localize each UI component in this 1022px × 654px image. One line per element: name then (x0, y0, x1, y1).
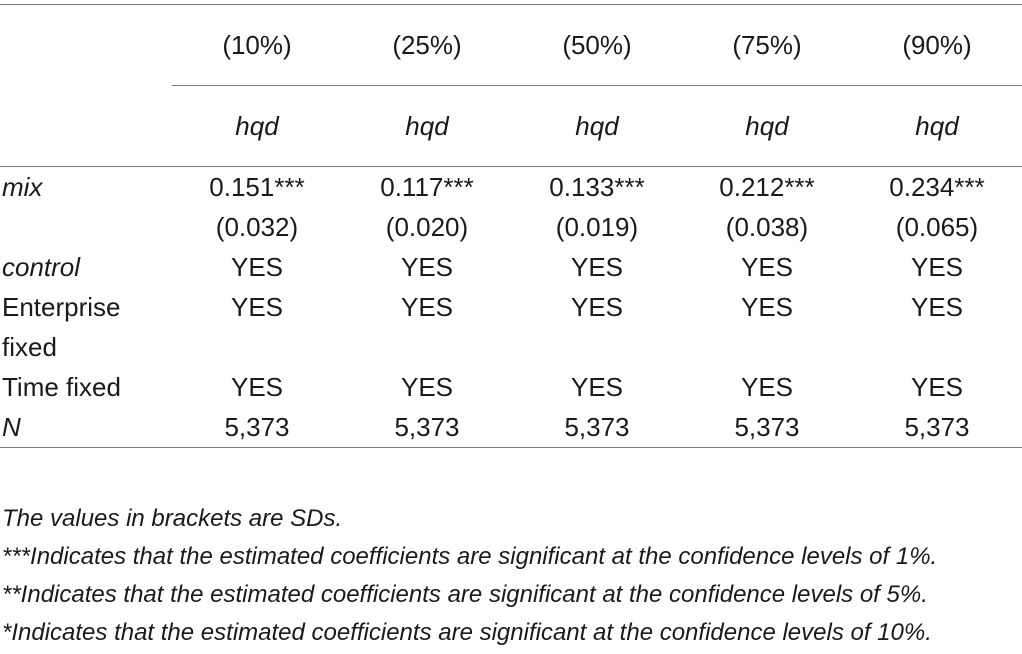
value-cell: YES (910, 252, 964, 282)
se-cell: (0.019) (555, 212, 639, 242)
table-row-enterprise-fixed: Enterprise fixed YES YES YES YES YES (0, 287, 1022, 367)
value-cell: 5,373 (564, 412, 630, 442)
regression-table: (10%) (25%) (50%) (75%) (90%) hqd hqd hq… (0, 4, 1022, 448)
dependent-variable-header: hqd (852, 85, 1022, 167)
row-label-control: control (2, 252, 81, 282)
value-cell: YES (910, 372, 964, 402)
header-row-quantiles: (10%) (25%) (50%) (75%) (90%) (0, 4, 1022, 86)
header-row-dependent-variable: hqd hqd hqd hqd hqd (0, 85, 1022, 167)
column-header: (25%) (392, 29, 462, 60)
value-cell: YES (570, 372, 624, 402)
row-label-time-fixed: Time fixed (2, 372, 121, 402)
table-row-mix-se: (0.032) (0.020) (0.019) (0.038) (0.065) (0, 207, 1022, 247)
dependent-variable-header: hqd (682, 85, 852, 167)
dependent-variable-header: hqd (172, 85, 342, 167)
se-cell: (0.032) (215, 212, 299, 242)
row-label-enterprise-fixed: Enterprise fixed (0, 287, 172, 367)
table-row-n: N 5,373 5,373 5,373 5,373 5,373 (0, 407, 1022, 448)
value-cell: YES (570, 292, 624, 322)
value-cell: YES (230, 372, 284, 402)
table-row-mix-coef: mix 0.151*** 0.117*** 0.133*** 0.212*** … (0, 167, 1022, 208)
column-header: (10%) (222, 29, 292, 60)
table-note: **Indicates that the estimated coefficie… (2, 581, 928, 608)
value-cell: 5,373 (734, 412, 800, 442)
value-cell: 5,373 (224, 412, 290, 442)
row-label-empty (0, 207, 172, 247)
row-label-line: fixed (2, 332, 57, 362)
table-note: ***Indicates that the estimated coeffici… (2, 543, 938, 570)
value-cell: YES (400, 372, 454, 402)
table-row-time-fixed: Time fixed YES YES YES YES YES (0, 367, 1022, 407)
dependent-variable-header: hqd (342, 85, 512, 167)
column-header: (75%) (732, 29, 802, 60)
se-cell: (0.065) (895, 212, 979, 242)
value-cell: 5,373 (394, 412, 460, 442)
header-stub (0, 86, 172, 167)
coef-cell: 0.151*** (209, 172, 305, 202)
coef-cell: 0.117*** (380, 172, 474, 202)
coef-cell: 0.133*** (549, 172, 645, 202)
value-cell: YES (400, 252, 454, 282)
se-cell: (0.038) (725, 212, 809, 242)
se-cell: (0.020) (385, 212, 469, 242)
column-header: (50%) (562, 29, 632, 60)
coef-cell: 0.234*** (889, 172, 985, 202)
table-note: The values in brackets are SDs. (2, 505, 343, 532)
row-label-mix: mix (2, 172, 43, 202)
dependent-variable-header: hqd (512, 85, 682, 167)
value-cell: 5,373 (904, 412, 970, 442)
row-label-line: Enterprise (2, 292, 121, 322)
value-cell: YES (740, 292, 794, 322)
value-cell: YES (910, 292, 964, 322)
table-row-control: control YES YES YES YES YES (0, 247, 1022, 287)
row-label-n: N (2, 412, 21, 442)
header-stub (0, 5, 172, 86)
table-notes: The values in brackets are SDs. ***Indic… (2, 500, 1020, 652)
coef-cell: 0.212*** (719, 172, 815, 202)
value-cell: YES (570, 252, 624, 282)
value-cell: YES (230, 292, 284, 322)
column-header: (90%) (902, 29, 972, 60)
value-cell: YES (740, 372, 794, 402)
value-cell: YES (400, 292, 454, 322)
value-cell: YES (740, 252, 794, 282)
value-cell: YES (230, 252, 284, 282)
table-note: *Indicates that the estimated coefficien… (2, 619, 932, 646)
